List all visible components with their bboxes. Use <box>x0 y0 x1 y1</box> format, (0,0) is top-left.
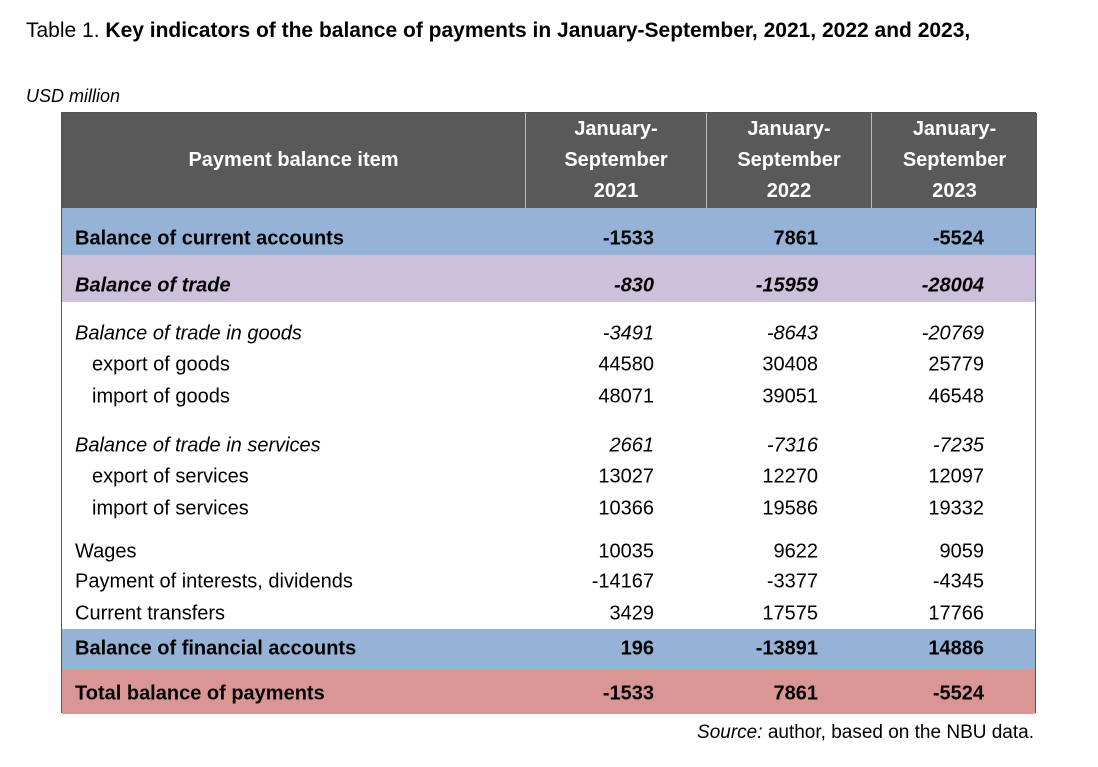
cell-value: -8643 <box>766 322 818 345</box>
cell-value: -3491 <box>602 322 654 345</box>
cell-value: -3377 <box>766 570 818 593</box>
row-label: Wages <box>75 540 137 563</box>
cell-value: -830 <box>613 274 654 297</box>
header-cell: January-September 2022 <box>707 113 872 208</box>
table: Payment balance item January-September 20… <box>61 112 1037 714</box>
cell-value: 9059 <box>939 540 985 563</box>
cell-value: 9622 <box>773 540 819 563</box>
cell-value: -28004 <box>921 274 984 297</box>
row-label: Balance of trade in services <box>75 434 321 457</box>
cell-value: -14167 <box>591 570 654 593</box>
row-label: import of goods <box>92 385 230 408</box>
cell-value: 39051 <box>762 385 818 408</box>
cell-value: 14886 <box>928 637 984 660</box>
cell-value: -13891 <box>755 637 818 660</box>
cell-value: -4345 <box>932 570 984 593</box>
source-text: author, based on the NBU data. <box>767 722 1034 743</box>
cell-value: 12097 <box>928 465 984 488</box>
row-label: Total balance of payments <box>75 682 325 705</box>
cell-value: -5524 <box>932 682 984 705</box>
cell-value: 19332 <box>928 497 984 520</box>
row-label: export of services <box>92 465 249 488</box>
row-label: Balance of trade <box>75 274 231 297</box>
cell-value: -7316 <box>766 434 818 457</box>
header-cell: January-September 2021 <box>526 113 707 208</box>
subtitle: USD million <box>26 86 121 106</box>
cell-value: 44580 <box>598 353 654 376</box>
row-label: import of services <box>92 497 249 520</box>
cell-value: -20769 <box>921 322 984 345</box>
row-band <box>62 208 1035 255</box>
cell-value: 30408 <box>762 353 818 376</box>
header-cell: January-September 2023 <box>872 113 1037 208</box>
cell-value: 10366 <box>598 497 654 520</box>
cell-value: 10035 <box>598 540 654 563</box>
row-label: export of goods <box>92 353 230 376</box>
row-band <box>62 629 1035 669</box>
row-label: Balance of financial accounts <box>75 637 357 660</box>
cell-value: 48071 <box>598 385 654 408</box>
title-label: Table 1. <box>26 19 100 42</box>
row-label: Current transfers <box>75 602 226 625</box>
cell-value: 17575 <box>762 602 818 625</box>
source: Source: author, based on the NBU data. <box>697 722 1034 744</box>
cell-value: -5524 <box>932 227 984 250</box>
cell-value: -15959 <box>755 274 818 297</box>
cell-value: 46548 <box>928 385 984 408</box>
cell-value: 25779 <box>928 353 984 376</box>
cell-value: 7861 <box>773 227 819 250</box>
title: Table 1. Key indicators of the balance o… <box>26 14 1086 48</box>
cell-value: -7235 <box>932 434 984 457</box>
cell-value: 13027 <box>598 465 654 488</box>
cell-value: -1533 <box>602 682 654 705</box>
cell-value: 7861 <box>773 682 819 705</box>
cell-value: -1533 <box>602 227 654 250</box>
row-band <box>62 255 1035 302</box>
source-label: Source: <box>697 722 763 743</box>
cell-value: 3429 <box>609 602 655 625</box>
cell-value: 196 <box>620 637 654 660</box>
title-text: Key indicators of the balance of payment… <box>105 19 971 42</box>
cell-value: 2661 <box>609 434 655 457</box>
cell-value: 19586 <box>762 497 818 520</box>
header-cell: Payment balance item <box>62 113 526 208</box>
row-label: Balance of current accounts <box>75 227 344 250</box>
row-label: Payment of interests, dividends <box>75 570 353 593</box>
row-band <box>62 669 1035 714</box>
row-label: Balance of trade in goods <box>75 322 302 345</box>
cell-value: 17766 <box>928 602 984 625</box>
cell-value: 12270 <box>762 465 818 488</box>
